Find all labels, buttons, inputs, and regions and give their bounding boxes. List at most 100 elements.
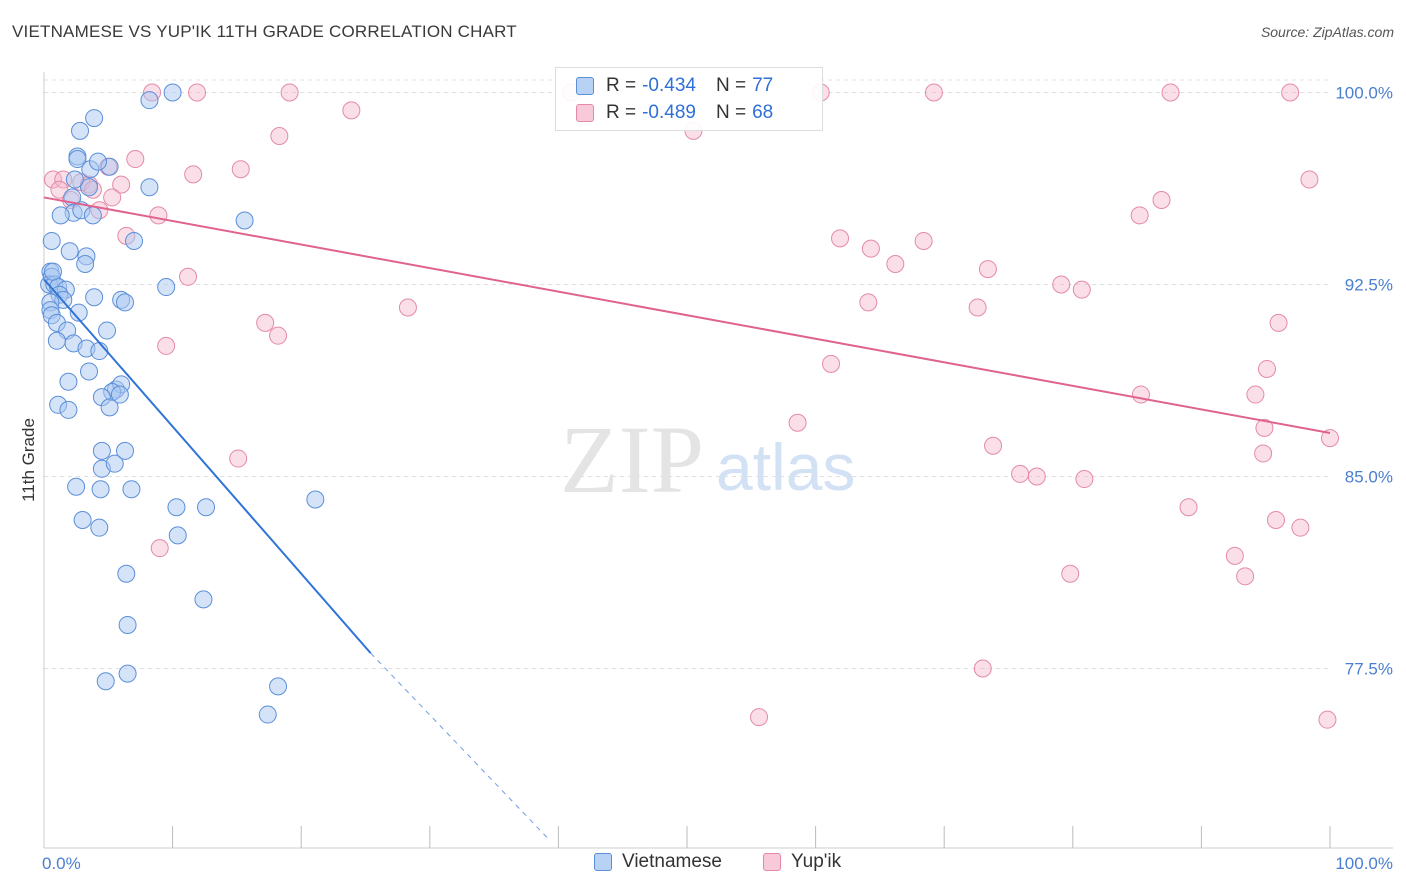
yupik-trendline — [43, 196, 1331, 434]
yupik-point — [150, 539, 169, 558]
y-axis-label: 11th Grade — [19, 418, 38, 502]
yupik-point — [1072, 280, 1091, 299]
yupik-point — [1246, 385, 1265, 404]
yupik-point — [157, 336, 176, 355]
yupik-point — [342, 101, 361, 120]
yupik-point — [859, 293, 878, 312]
vietnamese-point — [100, 398, 119, 417]
yupik-point — [788, 413, 807, 432]
legend-row-vietnamese: R = -0.434 N = 77 — [576, 73, 773, 99]
legend-n-label: N = — [715, 75, 747, 96]
y-tick-label: 100.0% — [1335, 83, 1393, 102]
source-label: Source: ZipAtlas.com — [1260, 24, 1394, 40]
vietnamese-point — [51, 206, 70, 225]
watermark-atlas: atlas — [716, 430, 855, 504]
yupik-point — [149, 206, 168, 225]
vietnamese-point — [85, 109, 104, 128]
vietnamese-point — [258, 705, 277, 724]
legend-n-value: 68 — [752, 102, 774, 123]
yupik-point — [188, 83, 207, 102]
vietnamese-point — [42, 231, 61, 250]
yupik-point — [1321, 429, 1339, 448]
yupik-point — [184, 165, 203, 184]
yupik-point — [973, 659, 992, 678]
vietnamese-point — [194, 590, 213, 609]
legend: R = -0.434 N = 77 R = -0.489 N = 68 — [555, 67, 823, 131]
legend-n-value: 77 — [752, 75, 774, 96]
yupik-point — [1179, 498, 1198, 517]
legend-row-yupik: R = -0.489 N = 68 — [576, 100, 773, 126]
vietnamese-point — [73, 511, 92, 529]
legend-r-label: R = — [606, 75, 637, 96]
yupik-point — [270, 127, 289, 145]
vietnamese-point — [65, 170, 84, 189]
yupik-point — [1257, 359, 1276, 378]
vietnamese-point — [83, 206, 102, 225]
yupik-point — [831, 229, 850, 248]
vietnamese-point — [235, 211, 254, 230]
yupik-point — [861, 239, 880, 258]
yupik-point — [984, 436, 1003, 455]
yupik-point — [1300, 170, 1319, 189]
yupik-point — [398, 298, 417, 317]
vietnamese-point — [44, 262, 63, 281]
yupik-point — [924, 83, 943, 102]
yupik-point — [1269, 313, 1288, 332]
yupik-points — [44, 83, 1339, 729]
vietnamese-point — [118, 664, 137, 683]
vietnamese-point — [85, 288, 104, 307]
vietnamese-point — [59, 400, 78, 419]
vietnamese-point — [122, 480, 141, 499]
yupik-point — [1255, 418, 1274, 437]
axes — [43, 72, 1393, 849]
yupik-point — [179, 267, 198, 286]
yupik-point — [914, 231, 933, 250]
vietnamese-point — [140, 91, 159, 110]
vietnamese-point — [168, 526, 187, 545]
yupik-point — [126, 150, 145, 169]
yupik-point — [112, 175, 131, 194]
vietnamese-point — [90, 518, 109, 537]
legend-label-vietnamese: Vietnamese — [622, 851, 722, 872]
vietnamese-point — [69, 303, 88, 322]
yupik-point — [886, 255, 905, 273]
yupik-point — [1266, 511, 1285, 529]
legend-r-label: R = — [606, 102, 637, 123]
vietnamese-point — [197, 498, 216, 517]
yupik-point — [1281, 83, 1300, 102]
watermark-zip: ZIP — [560, 406, 704, 513]
vietnamese-point — [60, 242, 79, 261]
yupik-point — [1254, 444, 1273, 463]
x-tick-label: 0.0% — [42, 854, 81, 873]
legend-r-value: -0.489 — [642, 102, 696, 123]
yupik-point — [44, 170, 63, 189]
vietnamese-point — [80, 178, 99, 197]
yupik-point — [1011, 464, 1030, 483]
legend-swatch-pink — [763, 853, 781, 871]
yupik-point — [269, 326, 288, 345]
yupik-point — [1130, 206, 1149, 225]
y-tick-label: 85.0% — [1345, 467, 1393, 486]
yupik-point — [978, 260, 997, 279]
bottom-legend-vietnamese: Vietnamese — [594, 851, 722, 873]
trendlines — [43, 196, 1331, 841]
vietnamese-point — [163, 83, 182, 102]
vietnamese-point — [91, 480, 110, 499]
yupik-point — [1236, 567, 1255, 586]
vietnamese-point — [98, 321, 117, 340]
vietnamese-trendline — [43, 278, 372, 654]
yupik-point — [1075, 470, 1094, 489]
vietnamese-point — [90, 342, 109, 361]
vietnamese-point — [92, 441, 111, 460]
vietnamese-point — [47, 331, 66, 350]
y-tick-label: 77.5% — [1345, 659, 1393, 678]
vietnamese-point — [157, 278, 176, 297]
yupik-point — [822, 354, 841, 373]
yupik-point — [750, 708, 769, 727]
vietnamese-point — [269, 677, 288, 696]
vietnamese-point — [105, 454, 124, 473]
yupik-point — [1052, 275, 1071, 294]
legend-r-value: -0.434 — [642, 75, 696, 96]
yupik-point — [1291, 518, 1310, 537]
